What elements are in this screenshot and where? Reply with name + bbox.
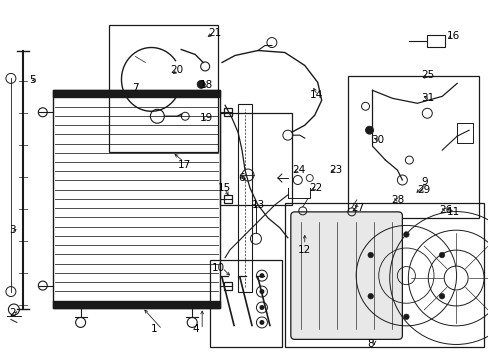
Bar [238, 104, 251, 292]
Text: 2: 2 [9, 309, 16, 319]
Text: 1: 1 [150, 324, 157, 334]
Text: 10: 10 [212, 263, 225, 273]
Bar [224, 282, 232, 289]
Bar [53, 90, 220, 97]
Circle shape [197, 80, 205, 88]
Circle shape [259, 273, 264, 278]
Text: 11: 11 [447, 207, 460, 217]
Text: 12: 12 [297, 245, 310, 255]
Bar [53, 90, 220, 307]
Text: 5: 5 [29, 75, 36, 85]
Text: 8: 8 [367, 339, 373, 349]
Text: 18: 18 [200, 80, 213, 90]
Bar [53, 301, 220, 307]
Circle shape [367, 293, 373, 299]
Text: 15: 15 [218, 183, 231, 193]
Text: 25: 25 [421, 71, 434, 80]
Circle shape [365, 126, 373, 134]
Text: 6: 6 [238, 173, 244, 183]
Text: 24: 24 [291, 165, 305, 175]
Text: 20: 20 [170, 66, 183, 76]
Circle shape [403, 314, 408, 320]
Text: 7: 7 [132, 84, 139, 93]
Text: 29: 29 [416, 185, 430, 195]
Bar [427, 35, 444, 46]
Text: 13: 13 [251, 200, 264, 210]
Text: 16: 16 [447, 31, 460, 41]
Circle shape [259, 289, 264, 294]
Bar [224, 195, 232, 203]
Circle shape [438, 252, 444, 258]
Text: 31: 31 [421, 93, 434, 103]
Bar [224, 108, 232, 116]
Circle shape [403, 232, 408, 237]
Text: 23: 23 [329, 165, 342, 175]
Text: 27: 27 [351, 203, 364, 213]
Text: 28: 28 [390, 195, 404, 205]
Text: 17: 17 [178, 160, 191, 170]
Bar [456, 123, 472, 143]
FancyBboxPatch shape [290, 212, 402, 339]
Bar [210, 260, 281, 347]
Text: 21: 21 [208, 28, 221, 37]
Text: 14: 14 [309, 90, 323, 100]
Text: 22: 22 [309, 183, 323, 193]
Text: 4: 4 [192, 324, 199, 334]
Bar [285, 203, 483, 347]
Text: 3: 3 [9, 225, 16, 235]
Bar [220, 113, 291, 205]
Text: 9: 9 [421, 177, 427, 187]
Text: 19: 19 [200, 113, 213, 123]
Circle shape [259, 320, 264, 325]
Bar [108, 24, 218, 152]
Circle shape [367, 252, 373, 258]
Text: 30: 30 [371, 135, 384, 145]
Text: 26: 26 [438, 205, 451, 215]
Bar [347, 76, 478, 218]
Circle shape [259, 305, 264, 310]
Circle shape [438, 293, 444, 299]
